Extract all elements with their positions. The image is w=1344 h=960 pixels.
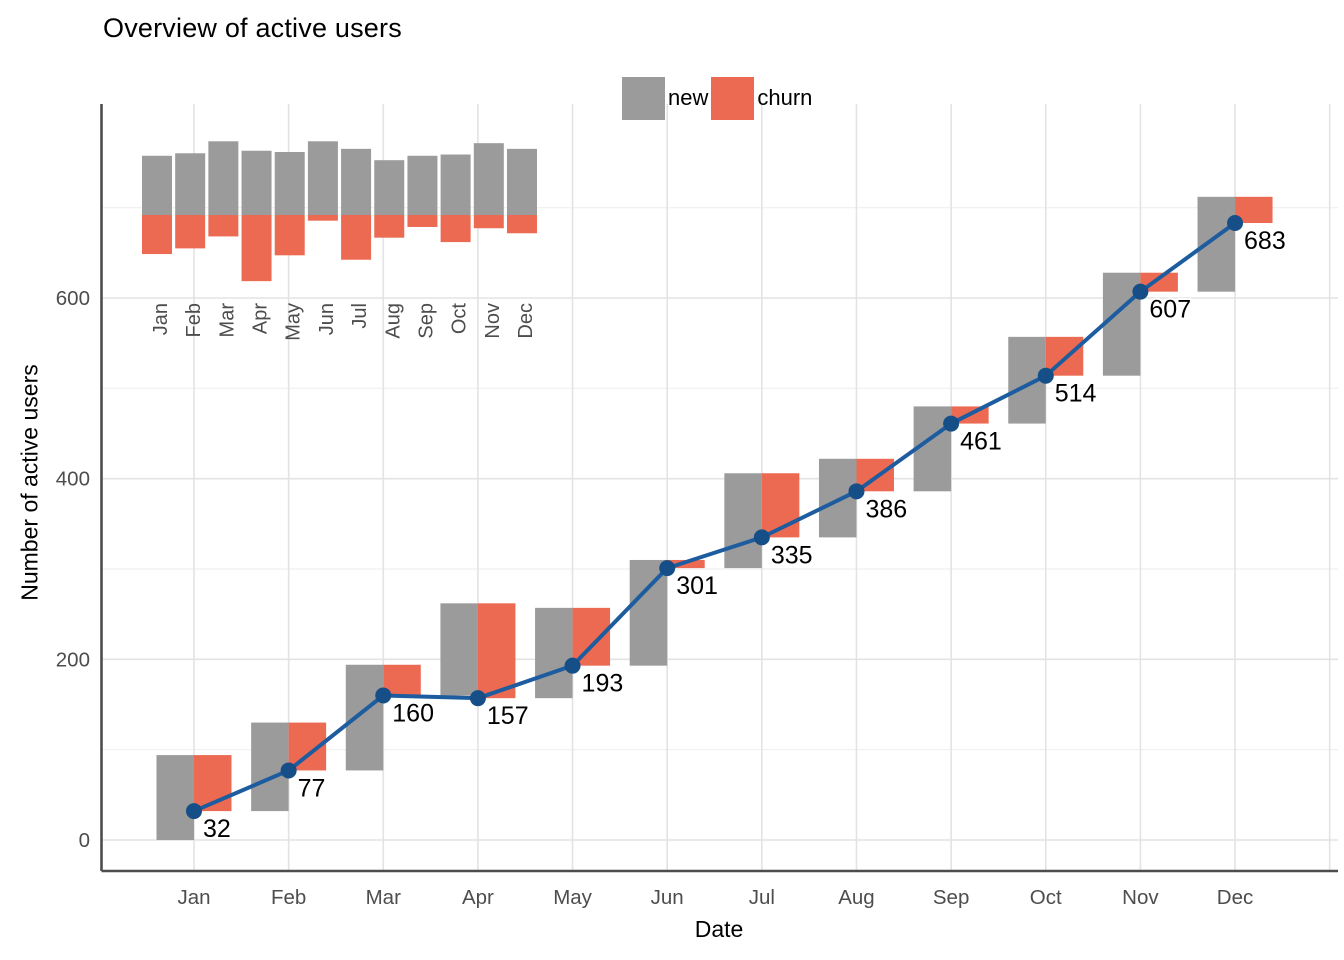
bar-new-Aug <box>818 458 857 538</box>
bar-churn-Apr <box>477 603 516 699</box>
inset-bar-churn <box>341 215 372 260</box>
data-point-Sep <box>943 415 960 432</box>
inset-bar-new <box>142 155 172 215</box>
point-value-label: 335 <box>771 541 813 569</box>
data-point-Oct <box>1037 367 1054 384</box>
inset-bar-churn <box>473 215 504 229</box>
inset-month-label: Jan <box>150 303 172 335</box>
y-tick-label: 400 <box>56 468 90 491</box>
y-axis-title: Number of active users <box>16 364 43 601</box>
point-value-label: 514 <box>1055 380 1097 408</box>
point-value-label: 461 <box>960 428 1002 456</box>
chart-title: Overview of active users <box>103 13 402 43</box>
x-tick-label: Dec <box>1217 886 1253 909</box>
point-value-label: 683 <box>1244 227 1286 255</box>
inset-bar-churn <box>307 215 338 221</box>
inset-bar-new <box>274 152 305 215</box>
x-tick-label: Jul <box>749 886 775 909</box>
data-point-Feb <box>280 762 297 779</box>
x-tick-label: Oct <box>1030 886 1062 909</box>
bar-new-May <box>535 607 573 699</box>
inset-bar-new <box>307 141 338 215</box>
x-axis-title: Date <box>694 916 744 942</box>
bar-new-Apr <box>440 603 478 696</box>
inset-bar-churn <box>142 215 172 255</box>
data-point-Dec <box>1227 215 1244 232</box>
x-tick-label: Nov <box>1122 886 1159 909</box>
inset-month-label: Feb <box>183 303 205 337</box>
inset-bar-churn <box>241 215 272 282</box>
inset-month-label: Dec <box>515 303 537 339</box>
point-value-label: 77 <box>298 774 326 802</box>
point-value-label: 301 <box>676 572 718 600</box>
point-value-label: 193 <box>582 670 624 698</box>
point-value-label: 32 <box>203 815 231 843</box>
inset-bar-churn <box>506 215 537 234</box>
inset-bar-churn <box>274 215 305 256</box>
x-tick-label: Sep <box>933 886 969 909</box>
data-point-Aug <box>848 483 865 500</box>
x-tick-label: Aug <box>838 886 874 909</box>
bar-churn-Mar <box>383 664 421 696</box>
bar-new-Mar <box>345 664 384 771</box>
inset-month-label: Mar <box>216 303 238 338</box>
inset-bar-new <box>374 160 405 215</box>
inset-month-label: Aug <box>382 303 404 339</box>
data-point-Jul <box>753 529 770 546</box>
legend: new churn <box>622 76 815 120</box>
bar-churn-May <box>572 607 611 666</box>
inset-month-label: Apr <box>250 303 272 334</box>
bar-new-Jan <box>156 755 194 840</box>
point-value-label: 157 <box>487 702 529 730</box>
data-point-Jun <box>659 560 676 577</box>
inset-bar-new <box>506 148 537 215</box>
y-tick-label: 600 <box>56 287 90 310</box>
inset-bar-churn <box>440 215 471 243</box>
inset-bar-churn <box>407 215 438 227</box>
inset-bar-churn <box>175 215 206 249</box>
data-point-Apr <box>469 690 486 707</box>
inset-bar-churn <box>208 215 239 237</box>
legend-label-churn: churn <box>757 85 813 110</box>
active-users-line <box>193 221 1237 813</box>
inset-bar-new <box>175 153 206 215</box>
inset-month-label: Sep <box>415 303 437 339</box>
legend-swatch-churn <box>711 76 755 120</box>
point-value-label: 386 <box>865 495 907 523</box>
data-point-Jan <box>186 803 202 820</box>
point-value-label: 160 <box>392 699 434 727</box>
inset-bar-new <box>440 154 471 215</box>
x-tick-label: May <box>553 886 592 909</box>
inset-month-label: Nov <box>482 303 504 339</box>
inset-month-label: Jul <box>349 303 371 329</box>
inset-month-label: Oct <box>449 303 471 335</box>
inset-month-label: Jun <box>316 303 338 335</box>
legend-label-new: new <box>668 85 709 110</box>
inset-bar-new <box>208 141 239 215</box>
x-tick-label: Mar <box>366 886 401 909</box>
y-tick-label: 0 <box>79 829 90 852</box>
data-point-Nov <box>1132 283 1149 300</box>
x-tick-label: Feb <box>271 886 306 909</box>
legend-swatch-new <box>622 76 665 120</box>
data-point-May <box>564 657 581 674</box>
inset-month-label: May <box>283 303 305 341</box>
inset-bar-new <box>341 148 372 215</box>
inset-bar-new <box>241 150 272 215</box>
x-tick-label: Apr <box>462 886 494 909</box>
x-tick-label: Jun <box>651 886 684 909</box>
bar-new-Jun <box>629 559 668 666</box>
data-point-Mar <box>375 687 392 704</box>
bar-new-Jul <box>724 473 762 569</box>
y-tick-label: 200 <box>56 648 90 671</box>
point-value-label: 607 <box>1149 296 1191 324</box>
inset-bar-new <box>407 155 438 215</box>
inset-bar-new <box>473 143 504 215</box>
inset-bar-churn <box>374 215 405 238</box>
x-tick-label: Jan <box>177 886 210 909</box>
